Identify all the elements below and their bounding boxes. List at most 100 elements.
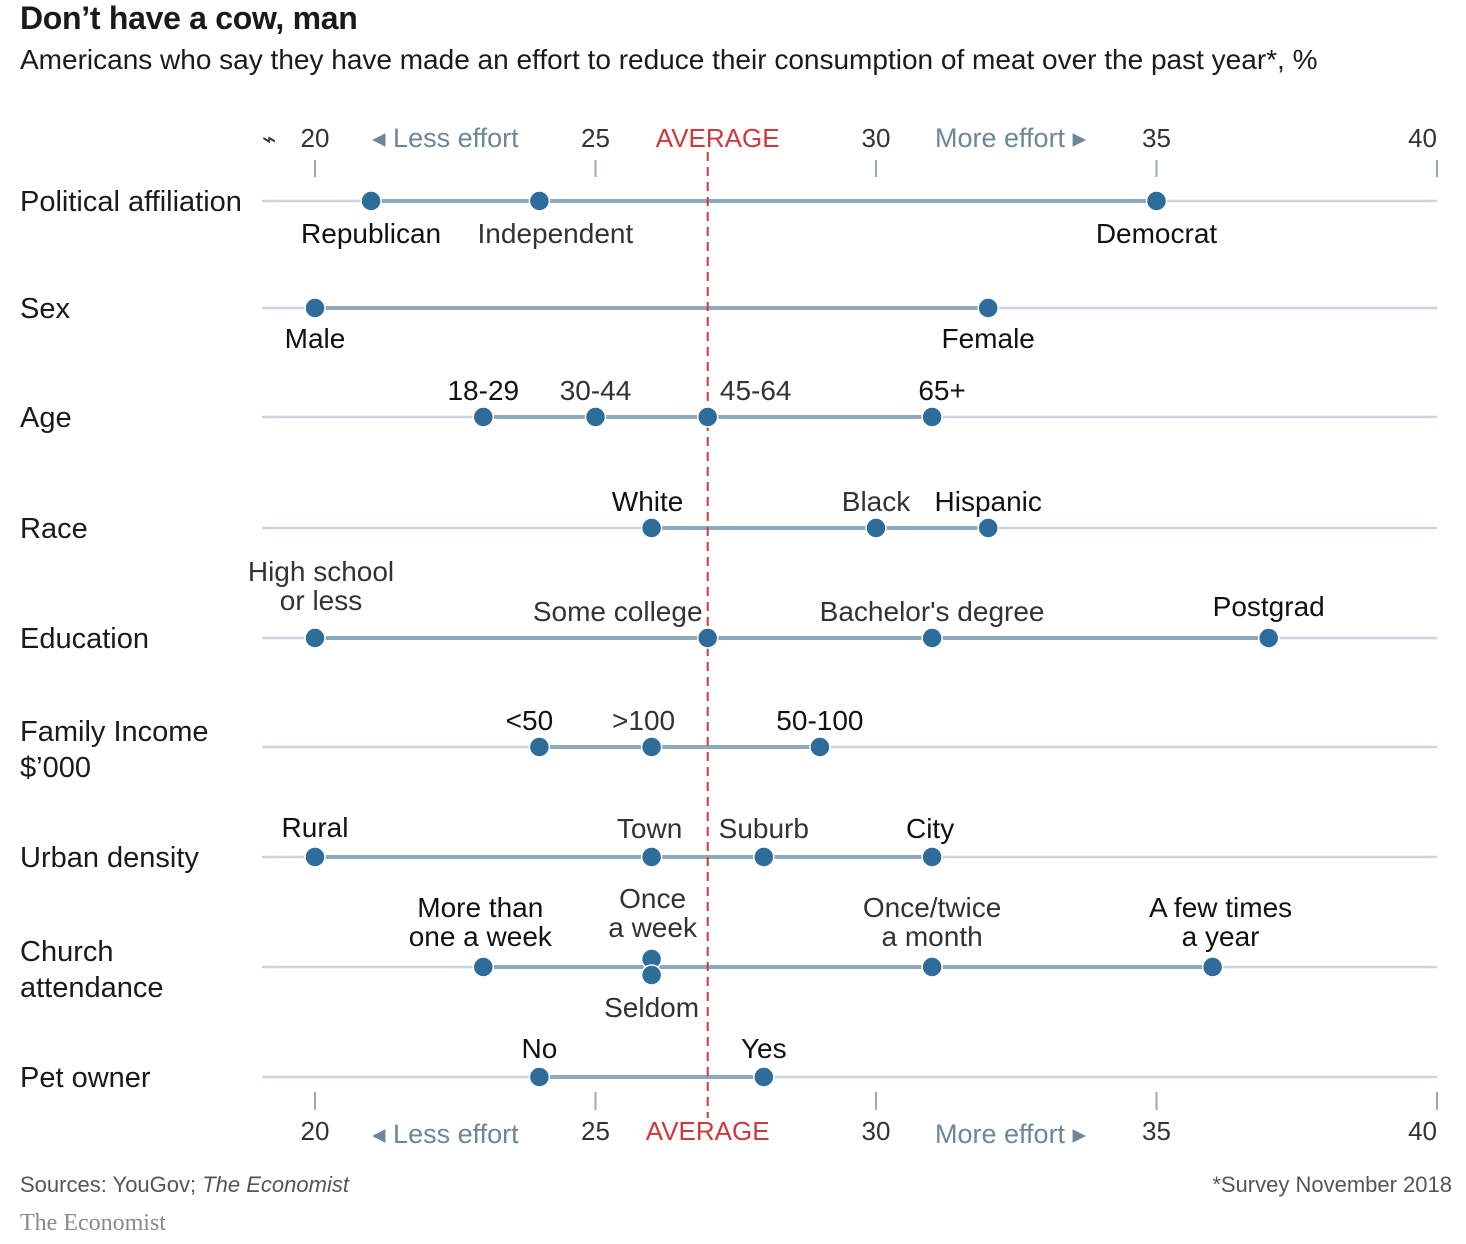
average-label-top: AVERAGE (656, 123, 780, 153)
data-dot (921, 627, 943, 649)
row-label: Pet owner (20, 1062, 151, 1094)
chart-subtitle: Americans who say they have made an effo… (20, 44, 1318, 75)
row-label: Sex (20, 293, 70, 325)
data-label: or less (280, 585, 362, 616)
data-label: Black (842, 486, 911, 517)
tick-label-top: 40 (1408, 123, 1437, 153)
data-label: A few times (1149, 892, 1292, 923)
data-dot (921, 406, 943, 428)
data-dot (528, 736, 551, 758)
dot-range-chart: 20 20 25 25 30 30 35 35 40 40 ⌁ ◂ Less effort More e… (20, 123, 1438, 1149)
more-effort-label-bottom: More effort ▸ (935, 1119, 1087, 1149)
tick-label-top: 20 (301, 123, 330, 153)
data-dot (528, 190, 551, 212)
data-dot (977, 517, 999, 539)
data-dot (304, 846, 326, 868)
row-label: Urban density (20, 842, 199, 874)
data-label: Suburb (719, 813, 809, 844)
data-label: a week (608, 912, 698, 943)
data-dot (865, 517, 887, 539)
data-dot (1257, 627, 1280, 649)
less-effort-label-bottom: ◂ Less effort (372, 1119, 519, 1149)
data-dot (360, 190, 382, 212)
data-label: a month (882, 921, 983, 952)
data-dot (753, 1066, 775, 1088)
row-label: Age (20, 402, 72, 434)
row-label: Political affiliation (20, 186, 242, 218)
data-label: >100 (612, 705, 675, 736)
row-label: $’000 (20, 752, 91, 784)
data-label: 18-29 (447, 375, 519, 406)
axis-break-icon: ⌁ (262, 126, 276, 153)
data-label: More than (417, 892, 543, 923)
data-dot (640, 517, 663, 539)
source-prefix: Sources: YouGov; (20, 1172, 203, 1197)
data-label: Independent (478, 218, 634, 249)
average-label-bottom: AVERAGE (646, 1116, 770, 1146)
data-dot (584, 406, 607, 428)
tick-label-bottom: 40 (1408, 1116, 1437, 1146)
data-label: <50 (506, 705, 554, 736)
row-label: Family Income (20, 716, 209, 748)
tick-label-top: 25 (581, 123, 610, 153)
data-dot (696, 627, 719, 649)
data-dot (753, 846, 775, 868)
data-label: Republican (301, 218, 441, 249)
data-label: Once/twice (863, 892, 1002, 923)
footnote: *Survey November 2018 (1212, 1172, 1452, 1197)
data-label: Seldom (604, 992, 699, 1023)
more-effort-label-top: More effort ▸ (935, 123, 1087, 153)
chart-title: Don’t have a cow, man (20, 0, 358, 36)
tick-label-bottom: 25 (581, 1116, 610, 1146)
data-dot (1145, 190, 1168, 212)
row-label: attendance (20, 972, 164, 1004)
data-label: Female (942, 323, 1035, 354)
data-label: No (522, 1033, 558, 1064)
data-dot (640, 736, 663, 758)
data-label: one a week (409, 921, 553, 952)
tick-label-bottom: 35 (1142, 1116, 1171, 1146)
row-label: Church (20, 936, 114, 968)
data-label: Yes (741, 1033, 787, 1064)
data-label: Hispanic (935, 486, 1042, 517)
data-dot (977, 297, 999, 319)
data-label: Male (285, 323, 346, 354)
data-dot (472, 406, 495, 428)
data-label: High school (248, 556, 394, 587)
data-dot (640, 964, 663, 986)
data-dot (528, 1066, 551, 1088)
data-label: 30-44 (560, 375, 632, 406)
less-effort-label-top: ◂ Less effort (372, 123, 519, 153)
tick-label-bottom: 30 (862, 1116, 891, 1146)
source-italic: The Economist (202, 1172, 349, 1197)
source-note: Sources: YouGov; The Economist (20, 1172, 349, 1198)
tick-label-top: 30 (862, 123, 891, 153)
tick-label-bottom: 20 (301, 1116, 330, 1146)
data-label: White (612, 486, 684, 517)
data-label: 65+ (918, 375, 966, 406)
data-dot (696, 406, 719, 428)
data-dot (1201, 956, 1224, 978)
data-label: Democrat (1096, 218, 1218, 249)
data-label: Postgrad (1213, 591, 1325, 622)
brand-logo-text: The Economist (20, 1210, 166, 1236)
data-label: a year (1182, 921, 1260, 952)
data-label: Town (617, 813, 682, 844)
data-label: City (906, 813, 954, 844)
data-label: Rural (282, 812, 349, 843)
data-dot (809, 736, 831, 758)
data-label: 50-100 (776, 705, 863, 736)
data-dot (304, 297, 326, 319)
data-label: 45-64 (720, 375, 792, 406)
data-dot (472, 956, 495, 978)
data-label: Once (619, 883, 686, 914)
row-label: Race (20, 513, 88, 545)
data-dot (304, 627, 326, 649)
data-label: Bachelor's degree (820, 596, 1045, 627)
data-dot (640, 846, 663, 868)
row-label: Education (20, 623, 149, 655)
tick-label-top: 35 (1142, 123, 1171, 153)
data-dot (921, 956, 943, 978)
data-dot (921, 846, 943, 868)
data-label: Some college (533, 596, 703, 627)
